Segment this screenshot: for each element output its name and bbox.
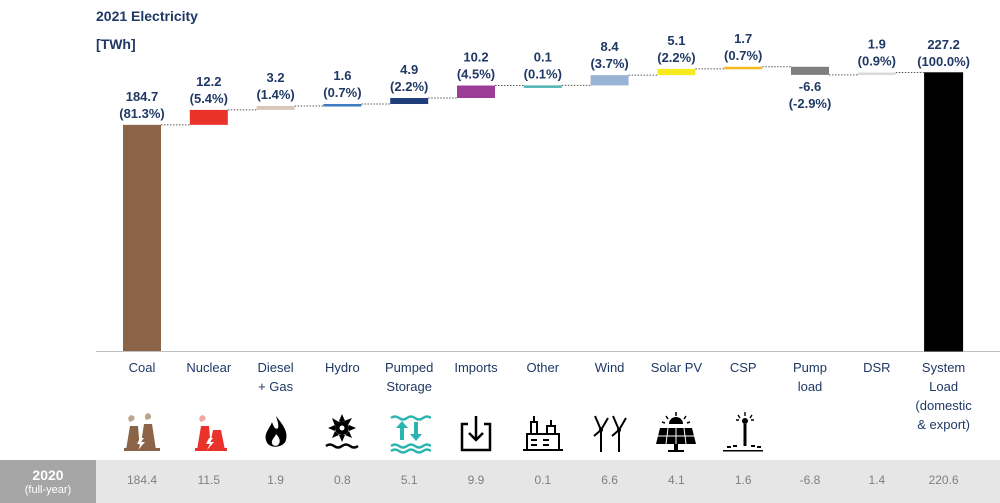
comparison-value-0: 184.4 — [126, 473, 158, 487]
wind-turbine-icon — [577, 408, 643, 456]
comparison-value-2: 1.9 — [267, 473, 284, 487]
waterfall-chart: 184.7 (81.3%) 12.2 (5.4%) 3.2 (1.4%) 1.6 (0.7%)… — [96, 31, 1000, 352]
bar-11 — [857, 72, 896, 76]
data-label-0: 184.7 (81.3%) — [119, 89, 165, 121]
category-label-4: Pumped Storage — [384, 360, 434, 394]
bar-4 — [390, 98, 429, 105]
comparison-value-8: 4.1 — [668, 473, 685, 487]
comparison-value-9: 1.6 — [734, 473, 752, 487]
csp-tower-icon — [710, 408, 776, 456]
category-label-9: CSP — [729, 360, 757, 375]
data-label-7: 8.4 (3.7%) — [590, 39, 628, 71]
bar-6 — [523, 85, 562, 88]
comparison-value-7: 6.6 — [601, 473, 618, 487]
bar-7 — [590, 75, 629, 86]
bar-0 — [123, 124, 161, 352]
category-label-2: Diesel + Gas — [257, 360, 294, 394]
data-label-2: 3.2 (1.4%) — [256, 70, 294, 102]
bar-2 — [256, 105, 295, 110]
data-label-5: 10.2 (4.5%) — [457, 50, 495, 82]
comparison-value-10: -6.8 — [799, 473, 821, 487]
category-label-8: Solar PV — [650, 360, 703, 375]
data-label-8: 5.1 (2.2%) — [657, 33, 695, 65]
bar-8 — [657, 68, 696, 76]
bar-1 — [189, 109, 228, 125]
nuclear-plant-icon — [176, 408, 242, 456]
industry-icon — [510, 408, 576, 456]
comparison-value-4: 5.1 — [400, 473, 418, 487]
comparison-value-3: 0.8 — [334, 473, 351, 487]
category-label-3: Hydro — [325, 360, 360, 375]
data-label-11: 1.9 (0.9%) — [858, 37, 896, 69]
flame-icon — [243, 408, 309, 456]
chart-unit-label: [TWh] — [96, 36, 136, 52]
data-label-9: 1.7 (0.7%) — [724, 31, 762, 63]
comparison-row: 2020 (full-year) 184.4 11.5 1.9 0.8 5.1 9.9 0.… — [0, 460, 1000, 503]
pumped-storage-icon — [376, 408, 442, 456]
bar-5 — [457, 85, 495, 99]
comparison-value-12: 220.6 — [928, 473, 959, 487]
import-icon — [443, 408, 509, 456]
data-label-6: 0.1 (0.1%) — [524, 49, 562, 81]
data-label-1: 12.2 (5.4%) — [190, 74, 228, 106]
solar-panel-icon — [643, 408, 709, 456]
data-label-10: -6.6 (-2.9%) — [789, 79, 832, 111]
comparison-value-1: 11.5 — [197, 473, 221, 487]
data-label-3: 1.6 (0.7%) — [323, 68, 361, 100]
bar-3 — [323, 104, 362, 107]
comparison-row-label: 2020 (full-year) — [0, 460, 96, 503]
data-label-12: 227.2 (100.0%) — [917, 37, 970, 69]
comparison-value-5: 9.9 — [467, 473, 485, 487]
chart-title: 2021 Electricity — [96, 8, 198, 24]
comparison-year: 2020 — [32, 466, 64, 483]
power-plant-icon — [109, 408, 175, 456]
comparison-value-6: 0.1 — [534, 473, 552, 487]
bar-12 — [924, 72, 964, 352]
category-label-1: Nuclear — [186, 360, 232, 375]
category-label-7: Wind — [594, 360, 625, 375]
bar-10 — [791, 66, 829, 75]
category-label-0: Coal — [128, 360, 156, 375]
data-label-4: 4.9 (2.2%) — [390, 62, 428, 94]
water-turbine-icon — [309, 408, 375, 456]
comparison-sublabel: (full-year) — [24, 483, 72, 496]
category-label-10: Pump load — [793, 360, 827, 394]
category-label-6: Other — [526, 360, 560, 375]
category-label-11: DSR — [863, 360, 891, 375]
comparison-value-11: 1.4 — [868, 473, 886, 487]
category-label-12: System Load (domestic & export) — [915, 360, 972, 432]
bar-9 — [724, 66, 763, 70]
category-label-5: Imports — [454, 360, 498, 375]
